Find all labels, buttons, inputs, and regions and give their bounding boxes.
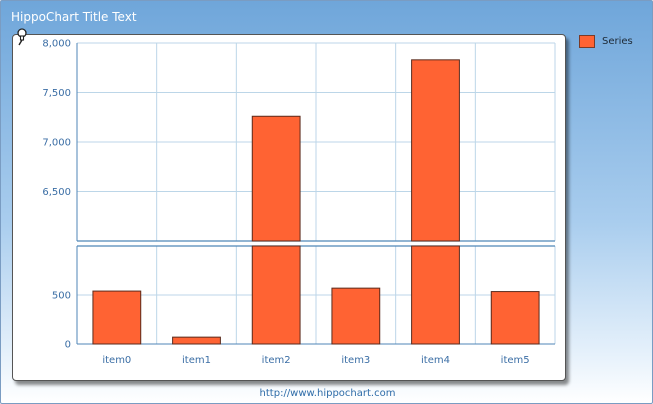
y-tick-label: 6,500: [42, 187, 71, 198]
bar-lower-segment: [251, 245, 301, 345]
x-tick-label: item2: [262, 355, 291, 366]
legend-label: Series: [602, 35, 633, 47]
x-tick-label: item5: [501, 355, 530, 366]
y-tick-label: 0: [65, 340, 71, 351]
x-tick-label: item1: [182, 355, 211, 366]
bar-upper-segment: [251, 115, 301, 242]
bar: [172, 336, 221, 345]
x-tick-label: item0: [102, 355, 131, 366]
y-tick-label: 7,000: [42, 138, 71, 149]
footer-link[interactable]: http://www.hippochart.com: [259, 388, 396, 399]
bar: [331, 287, 381, 345]
bar-lower-segment: [411, 245, 460, 345]
y-tick-label: 500: [52, 291, 71, 302]
pushpin-icon[interactable]: [15, 28, 29, 46]
y-tick-label: 7,500: [42, 88, 71, 99]
legend: Series: [579, 34, 633, 48]
bar: [92, 290, 142, 345]
y-tick-label: 8,000: [42, 39, 71, 50]
bar: [490, 291, 540, 345]
bar-upper-segment: [411, 59, 460, 242]
chart-title: HippoChart Title Text: [11, 10, 137, 24]
x-tick-label: item3: [341, 355, 370, 366]
legend-swatch: [579, 34, 595, 48]
x-tick-label: item4: [421, 355, 450, 366]
